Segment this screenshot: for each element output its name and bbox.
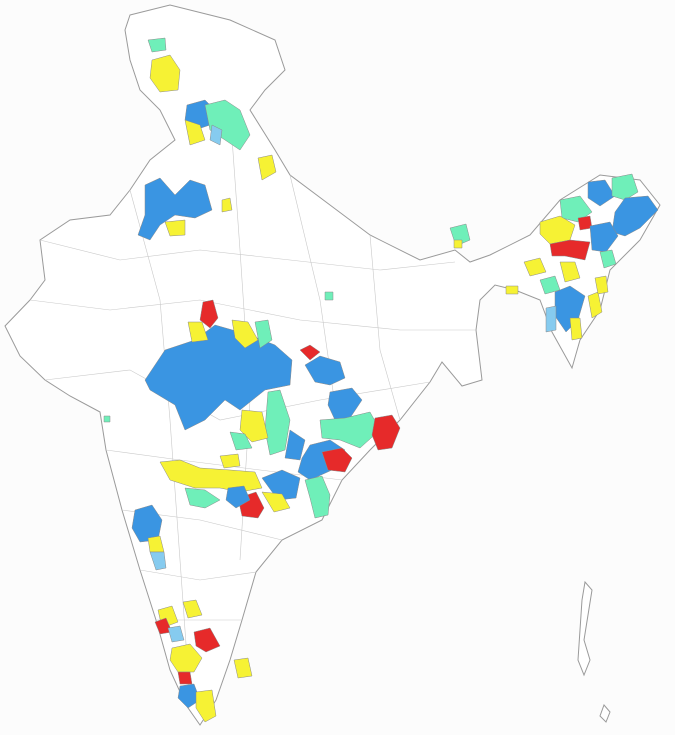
highlighted-regions <box>103 37 659 723</box>
district-line <box>369 234 401 421</box>
district-line <box>39 239 456 271</box>
highlighted-district <box>594 275 609 295</box>
highlighted-district <box>193 627 221 653</box>
highlighted-district <box>225 485 251 509</box>
highlighted-district <box>304 355 346 386</box>
islands <box>577 580 611 723</box>
highlighted-district <box>254 319 273 349</box>
highlighted-district <box>545 305 557 333</box>
highlighted-district <box>219 453 241 469</box>
highlighted-district <box>611 173 639 201</box>
highlighted-district <box>177 683 201 709</box>
highlighted-district <box>577 215 593 231</box>
highlighted-district <box>177 671 193 685</box>
highlighted-district <box>182 599 203 619</box>
highlighted-district <box>569 317 583 341</box>
highlighted-district <box>321 447 353 473</box>
highlighted-district <box>187 321 209 343</box>
highlighted-district <box>184 119 206 146</box>
highlighted-district <box>453 239 463 249</box>
highlighted-district <box>164 219 186 237</box>
highlighted-district <box>209 124 223 146</box>
highlighted-district <box>549 239 591 261</box>
district-lines <box>29 109 476 701</box>
highlighted-district <box>147 37 167 53</box>
highlighted-district <box>599 249 617 269</box>
highlighted-district <box>299 344 321 361</box>
highlighted-district <box>159 459 263 493</box>
highlighted-district <box>195 689 217 723</box>
highlighted-district <box>371 414 401 451</box>
highlighted-district <box>233 657 253 679</box>
highlighted-district <box>169 643 203 673</box>
highlighted-district <box>559 261 581 283</box>
highlighted-district <box>137 177 213 241</box>
district-line <box>105 449 343 481</box>
highlighted-district <box>324 291 334 301</box>
highlighted-district <box>199 299 219 329</box>
highlighted-district <box>257 154 277 181</box>
highlighted-district <box>103 415 111 423</box>
highlighted-district <box>229 431 253 451</box>
highlighted-district <box>261 491 291 513</box>
highlighted-district <box>589 221 619 253</box>
district-line <box>29 299 476 331</box>
highlighted-district <box>231 319 259 349</box>
highlighted-district <box>284 429 306 461</box>
highlighted-district <box>505 285 519 295</box>
highlighted-district <box>221 197 233 213</box>
highlighted-district <box>167 625 185 643</box>
highlighted-district <box>149 54 181 93</box>
highlighted-district <box>611 195 659 237</box>
highlighted-district <box>587 179 616 207</box>
highlighted-district <box>319 411 381 449</box>
district-line <box>129 189 191 701</box>
highlighted-district <box>184 487 221 509</box>
district-line <box>139 569 257 581</box>
highlighted-district <box>239 409 269 443</box>
highlighted-district <box>587 291 603 319</box>
highlighted-district <box>304 475 331 519</box>
highlighted-district <box>149 551 167 571</box>
highlighted-district <box>523 257 547 277</box>
